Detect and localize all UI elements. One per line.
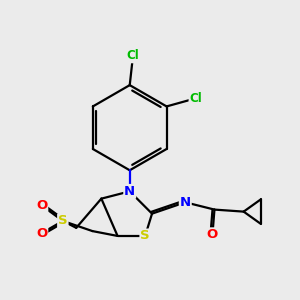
Text: N: N [180, 196, 191, 209]
Text: Cl: Cl [127, 50, 139, 62]
Text: Cl: Cl [189, 92, 202, 105]
Text: O: O [36, 199, 47, 212]
Text: N: N [124, 185, 135, 198]
Text: S: S [140, 230, 150, 242]
Text: O: O [207, 228, 218, 241]
Text: O: O [36, 226, 47, 240]
Text: S: S [58, 214, 68, 227]
